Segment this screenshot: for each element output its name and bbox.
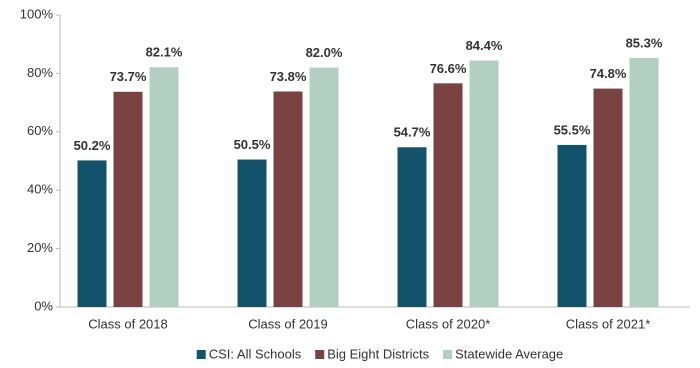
value-label: 85.3% [626,35,663,50]
y-tick-label: 0% [34,298,53,313]
bar [593,88,623,307]
value-label: 50.2% [74,138,111,153]
value-label: 55.5% [554,122,591,137]
legend-swatch [443,350,453,359]
bar [309,67,339,307]
x-tick-label: Class of 2020* [406,316,491,331]
y-tick-label: 20% [27,240,53,255]
y-tick-label: 100% [20,6,54,21]
bar [273,91,303,307]
x-tick-label: Class of 2019 [248,316,328,331]
bar [149,67,179,307]
bar [397,147,427,307]
bar [433,83,463,307]
bar [557,144,587,307]
legend-label: CSI: All Schools [209,346,302,361]
y-tick-label: 40% [27,182,53,197]
x-tick-label: Class of 2018 [88,316,168,331]
bar [629,57,659,308]
value-label: 54.7% [394,125,431,140]
bar [237,159,267,307]
value-label: 82.0% [306,45,343,60]
y-tick-label: 80% [27,65,53,80]
value-label: 73.8% [270,69,307,84]
legend-label: Big Eight Districts [327,346,429,361]
bar [469,60,499,307]
value-label: 76.6% [430,61,467,76]
legend-label: Statewide Average [455,346,563,361]
value-label: 84.4% [466,38,503,53]
legend-swatch [196,350,206,359]
bar [77,160,107,307]
value-label: 50.5% [234,137,271,152]
value-label: 74.8% [590,66,627,81]
x-tick-label: Class of 2021* [566,316,651,331]
y-tick-label: 60% [27,123,53,138]
bar [113,91,143,308]
value-label: 82.1% [146,45,183,60]
legend-swatch [315,350,325,359]
value-label: 73.7% [110,69,147,84]
